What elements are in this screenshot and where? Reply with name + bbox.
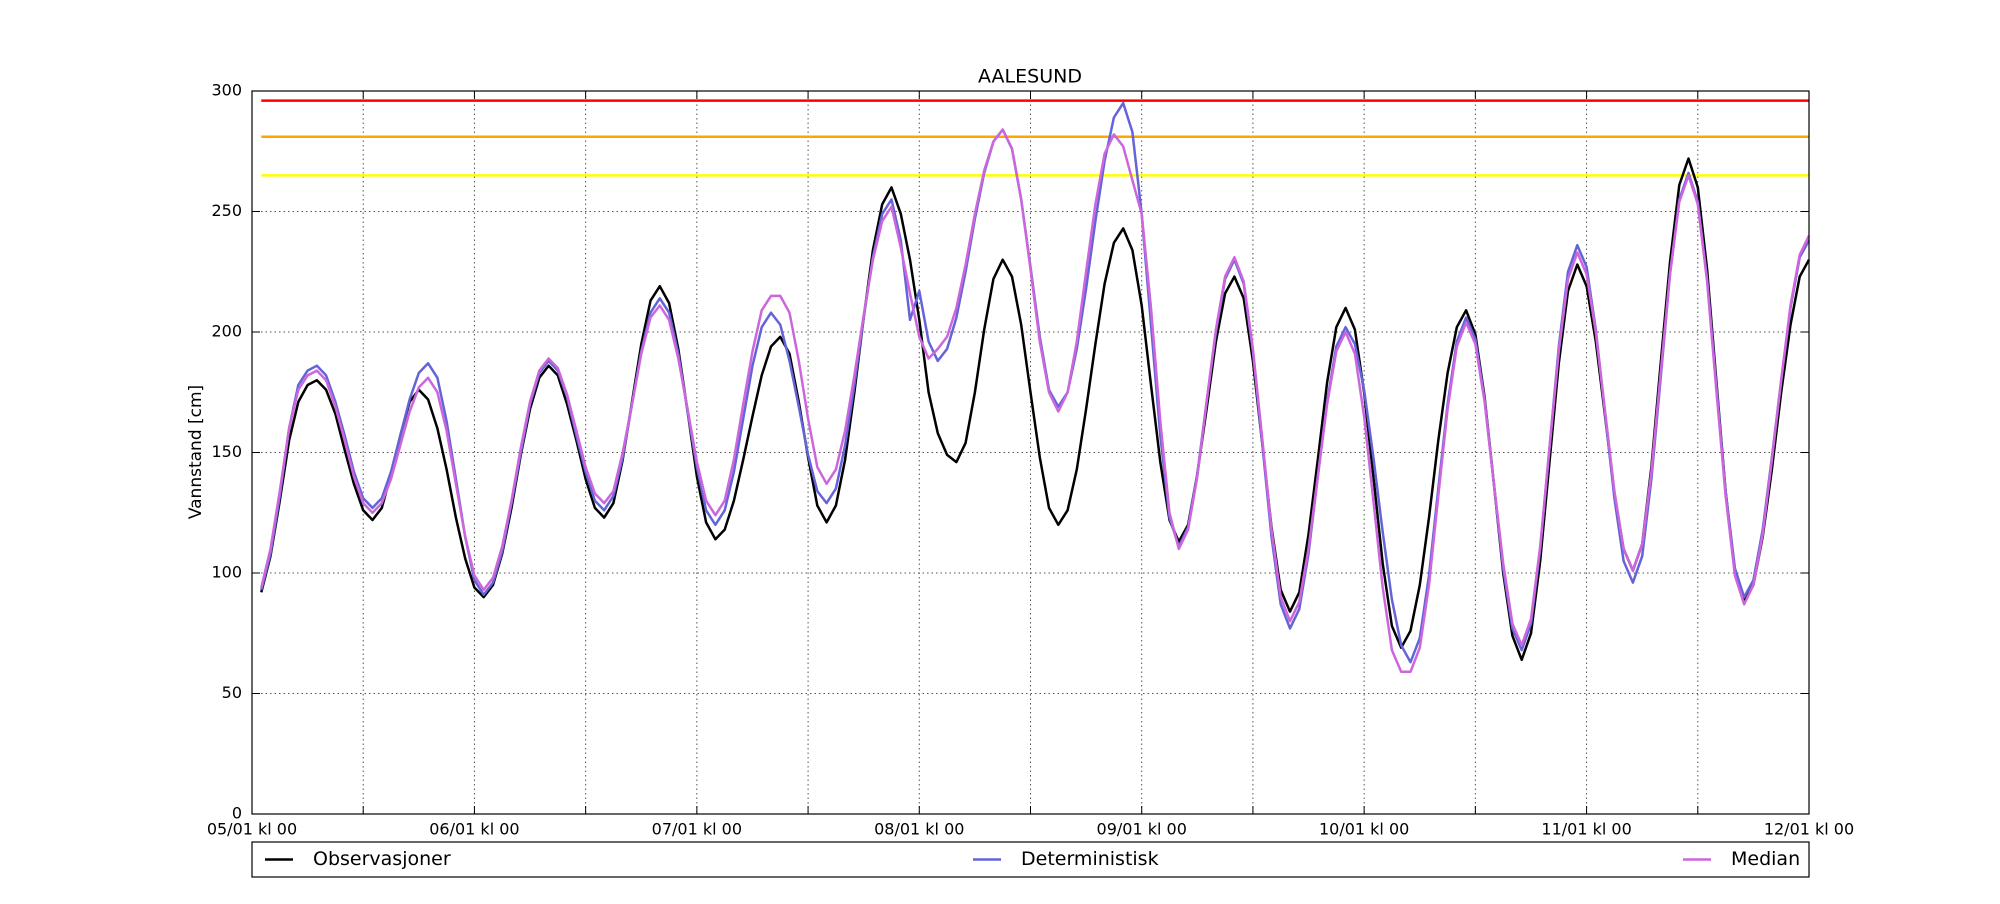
x-tick-label: 11/01 kl 00	[1541, 820, 1631, 839]
y-tick-label: 100	[211, 563, 242, 582]
x-tick-label: 10/01 kl 00	[1319, 820, 1409, 839]
y-tick-label: 50	[222, 683, 242, 702]
y-tick-label: 0	[232, 804, 242, 823]
legend-label: Observasjoner	[313, 848, 451, 870]
series-line	[260, 128, 1811, 674]
x-tick-label: 12/01 kl 00	[1764, 820, 1854, 839]
y-tick-label: 200	[211, 322, 242, 341]
plot-frame	[251, 90, 1810, 815]
chart-title: AALESUND	[978, 66, 1082, 88]
x-tick-label: 05/01 kl 00	[207, 820, 297, 839]
y-tick-label: 300	[211, 81, 242, 100]
x-tick-label: 07/01 kl 00	[652, 820, 742, 839]
y-axis-label: Vannstand [cm]	[186, 385, 206, 519]
x-tick-label: 06/01 kl 00	[429, 820, 519, 839]
x-tick-label: 09/01 kl 00	[1097, 820, 1187, 839]
legend-label: Deterministisk	[1021, 848, 1159, 870]
y-tick-label: 250	[211, 201, 242, 220]
x-tick-label: 08/01 kl 00	[874, 820, 964, 839]
y-tick-label: 150	[211, 442, 242, 461]
legend-label: Median	[1731, 848, 1800, 870]
legend-box	[251, 841, 1810, 878]
